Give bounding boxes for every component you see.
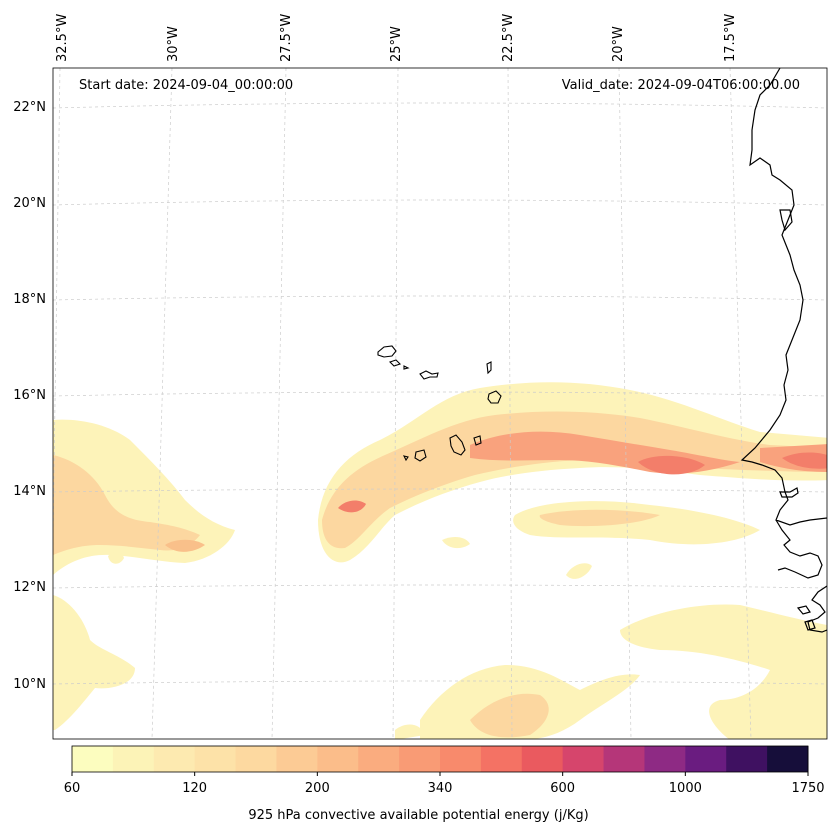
- cape-west-mid: [53, 455, 200, 555]
- cape-blob-small1: [442, 536, 470, 549]
- colorbar-swatch: [480, 746, 523, 772]
- graticule: [53, 68, 827, 739]
- lon-label: 20°W: [611, 26, 626, 62]
- lat-label: 10°N: [13, 677, 46, 692]
- cape-band-low: [318, 382, 827, 563]
- lon-label: 30°W: [166, 26, 181, 62]
- island-santa-luzia: [403, 365, 410, 370]
- cape-field: [53, 382, 827, 739]
- colorbar-swatch: [644, 746, 686, 772]
- colorbar-ticks: 60 120 200 340 600 1000 1750: [64, 772, 825, 796]
- island-maio: [473, 435, 482, 446]
- colorbar-swatch: [562, 746, 605, 772]
- map-panel[interactable]: [50, 67, 830, 740]
- island-brava: [402, 455, 409, 462]
- longitude-labels: 32.5°W 30°W 27.5°W 25°W 22.5°W 20°W 17.5…: [55, 14, 738, 62]
- lon-label: 17.5°W: [723, 14, 738, 62]
- start-date-text: Start date: 2024-09-04_00:00:00: [79, 78, 294, 93]
- colorbar-tick-label: 120: [182, 781, 207, 796]
- colorbar-tick-label: 600: [550, 781, 575, 796]
- colorbar: [71, 745, 809, 773]
- colorbar-swatch: [440, 746, 482, 772]
- colorbar-swatch: [112, 746, 155, 772]
- colorbar-swatch: [72, 746, 114, 772]
- valid-date-text: Valid_date: 2024-09-04T06:00:00.00: [561, 78, 800, 93]
- cape-south-small: [395, 724, 425, 739]
- colorbar-tick-label: 200: [305, 781, 330, 796]
- island-santo-antao: [377, 345, 397, 358]
- cape-sw: [53, 595, 135, 730]
- island-sao-vicente: [388, 359, 402, 367]
- cape-core-edge: [782, 452, 827, 469]
- colorbar-tick-label: 340: [428, 781, 453, 796]
- lat-label: 18°N: [13, 292, 46, 307]
- colorbar-swatch: [276, 746, 318, 772]
- lat-label: 20°N: [13, 196, 46, 211]
- cape-core-east: [638, 455, 705, 475]
- island-santiago: [449, 434, 466, 456]
- lon-label: 22.5°W: [501, 14, 516, 62]
- colorbar-swatch: [603, 746, 645, 772]
- latitude-labels: 22°N 20°N 18°N 16°N 14°N 12°N 10°N: [13, 100, 46, 692]
- lat-label: 14°N: [13, 484, 46, 499]
- colorbar-swatch: [153, 746, 196, 772]
- island-sal: [486, 361, 492, 375]
- coastline: [740, 68, 827, 633]
- lat-label: 22°N: [13, 100, 46, 115]
- colorbar-swatch: [399, 746, 441, 772]
- lon-label: 25°W: [389, 26, 404, 62]
- colorbar-swatch: [767, 746, 809, 772]
- lon-label: 27.5°W: [279, 14, 294, 62]
- colorbar-swatch: [726, 746, 768, 772]
- cape-se: [620, 604, 827, 739]
- colorbar-swatch: [194, 746, 237, 772]
- cape-blob-small2: [566, 563, 592, 579]
- colorbar-tick-label: 1750: [791, 781, 824, 796]
- cape-west-blob: [108, 552, 124, 564]
- island-sao-nicolau: [419, 370, 439, 380]
- island-boa-vista: [487, 390, 502, 404]
- map-frame: [52, 67, 828, 740]
- lat-label: 16°N: [13, 388, 46, 403]
- islands: [377, 345, 502, 462]
- lat-label: 12°N: [13, 580, 46, 595]
- colorbar-swatch: [685, 746, 727, 772]
- cape-band-mid: [322, 411, 827, 549]
- cape-south-center-mid: [470, 693, 549, 738]
- cape-west-high: [165, 539, 205, 552]
- colorbar-tick-label: 60: [64, 781, 81, 796]
- colorbar-swatch: [235, 746, 277, 772]
- lon-label: 32.5°W: [55, 14, 70, 62]
- colorbar-tick-label: 1000: [669, 781, 702, 796]
- colorbar-swatch: [358, 746, 400, 772]
- island-fogo: [414, 449, 427, 462]
- cape-blob-south-mid: [539, 509, 660, 527]
- colorbar-swatch: [317, 746, 359, 772]
- colorbar-title: 925 hPa convective available potential e…: [248, 808, 589, 823]
- cape-core-west: [338, 500, 366, 513]
- colorbar-swatch: [521, 746, 564, 772]
